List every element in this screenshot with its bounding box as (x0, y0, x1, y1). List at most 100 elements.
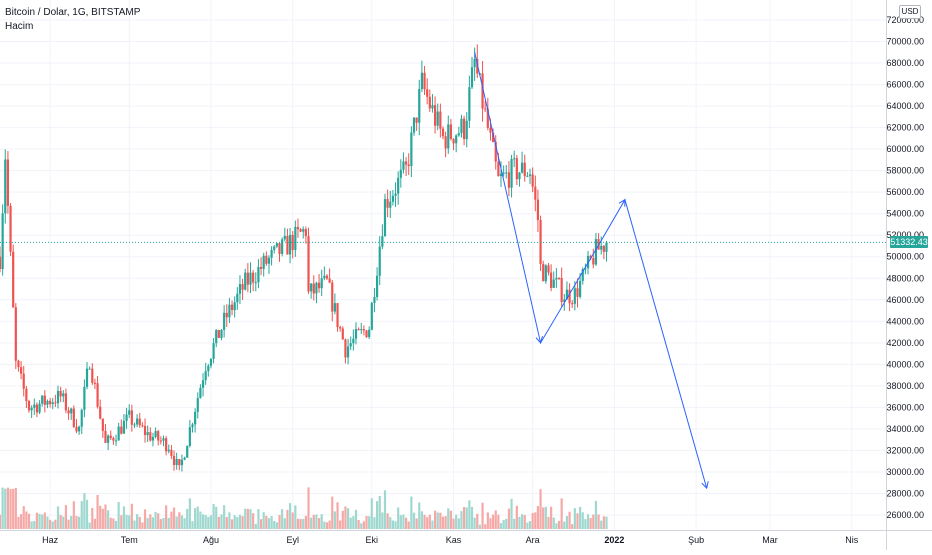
volume-bar (130, 503, 133, 529)
candle-body (204, 371, 207, 381)
candle-body (259, 266, 263, 269)
volume-bar (157, 513, 160, 529)
volume-bar (555, 523, 558, 529)
volume-bar (175, 516, 178, 529)
volume-bar (236, 517, 239, 529)
volume-bar (510, 498, 513, 529)
candle-body (452, 138, 455, 144)
y-tick-label: 34000.00 (886, 424, 924, 434)
volume-bar (312, 514, 315, 529)
volume-bar (33, 520, 36, 529)
candle-body (320, 278, 323, 289)
volume-bar (85, 499, 89, 529)
candle-body (46, 400, 49, 405)
candle-body (238, 284, 242, 294)
y-tick-label: 56000.00 (886, 187, 924, 197)
volume-bar (93, 518, 97, 529)
volume-bar (138, 516, 141, 529)
x-tick-label: Tem (121, 535, 138, 545)
volume-bar (246, 508, 249, 529)
candle-body (112, 438, 115, 441)
candle-body (523, 162, 526, 177)
candle-body (143, 425, 147, 436)
candle-body (51, 402, 54, 405)
candle-body (12, 251, 15, 308)
volume-bar (360, 523, 363, 529)
volume-bar (552, 517, 555, 529)
volume-bar (584, 519, 587, 529)
volume-bar (328, 520, 331, 529)
volume-bar (14, 487, 17, 529)
candle-body (534, 186, 537, 200)
volume-bar (341, 510, 344, 529)
volume-bar (117, 502, 120, 529)
candle-body (547, 265, 550, 273)
candle-body (410, 132, 413, 167)
volume-bar (544, 506, 547, 529)
volume-bar (368, 516, 371, 529)
candle-body (273, 246, 276, 250)
y-tick-label: 72000.00 (886, 15, 924, 25)
volume-bar (513, 518, 516, 529)
candle-body (244, 272, 247, 290)
y-tick-label: 42000.00 (886, 338, 924, 348)
candle-body (441, 128, 445, 137)
candle-body (165, 438, 168, 452)
volume-bar (67, 519, 70, 529)
volume-bar (125, 514, 128, 529)
currency-badge[interactable]: USD (899, 5, 921, 19)
candle-body (49, 400, 52, 405)
volume-bar (486, 512, 489, 529)
volume-bar (339, 520, 342, 529)
volume-bar (25, 511, 28, 529)
volume-bar (265, 515, 268, 529)
y-tick-label: 44000.00 (886, 316, 924, 326)
candle-body (368, 329, 371, 338)
last-price-label: 51332.43 (890, 236, 928, 249)
candle-body (85, 368, 89, 387)
volume-bar (492, 514, 495, 529)
volume-bar (547, 516, 550, 529)
volume-bar (592, 514, 595, 529)
x-tick-label: Eki (366, 535, 379, 545)
candle-body (381, 236, 384, 247)
x-tick-label: Kas (446, 535, 462, 545)
candle-body (291, 234, 294, 250)
volume-bar (410, 496, 413, 529)
candle-body (476, 58, 479, 74)
y-tick-label: 64000.00 (886, 101, 924, 111)
volume-bar (0, 514, 2, 529)
volume-bar (362, 521, 365, 529)
volume-bar (497, 514, 500, 529)
volume-bar (473, 517, 476, 529)
volume-bar (83, 493, 86, 529)
x-tick-label: Haz (42, 535, 59, 545)
candle-body (394, 193, 397, 196)
volume-bar (476, 513, 479, 529)
volume-bar (12, 488, 15, 529)
volume-bar (162, 517, 165, 529)
candle-body (283, 235, 286, 240)
candle-body (67, 410, 70, 414)
volume-bar (19, 514, 23, 529)
candle-body (486, 108, 489, 128)
volume-bar (489, 518, 492, 529)
volume-bar (302, 518, 305, 529)
volume-bar (109, 517, 112, 529)
candle-body (299, 229, 302, 232)
candle-body (399, 169, 402, 178)
volume-bar (273, 520, 276, 529)
candle-body (167, 449, 170, 452)
arrow-head-low (535, 335, 543, 344)
volume-bar (4, 488, 7, 529)
candle-body (30, 407, 33, 411)
candle-body (101, 418, 104, 431)
volume-bar (99, 505, 102, 529)
volume-bar (378, 495, 381, 529)
volume-bar (449, 510, 453, 529)
volume-bar (159, 519, 162, 529)
candle-body (0, 256, 2, 269)
candle-body (9, 205, 12, 252)
